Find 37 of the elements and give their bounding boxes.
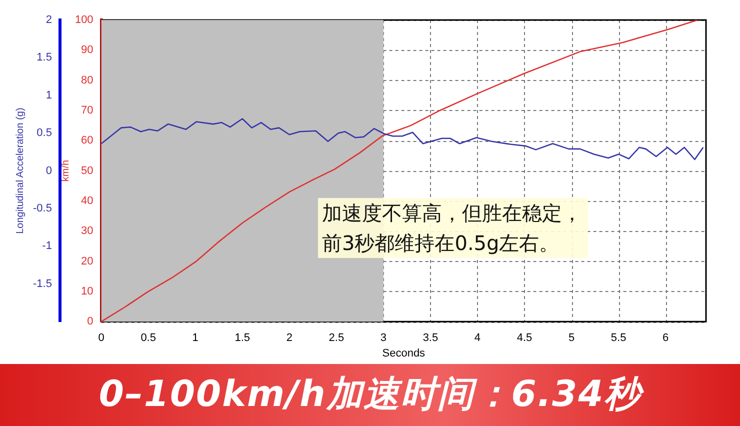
x-tick-label: 3 [380, 332, 386, 344]
y-tick-label: 1.5 [36, 52, 52, 64]
x-tick-label: 5 [568, 332, 575, 344]
y2-tick-label: 50 [81, 164, 94, 177]
y-tick-label: 2 [46, 14, 52, 26]
y-tick-label: 0 [46, 164, 52, 177]
x-tick-label: 1.5 [234, 332, 250, 344]
y2-tick-label: 10 [81, 285, 94, 298]
y2-tick-label: 40 [81, 194, 94, 207]
y2-tick-label: 70 [81, 104, 94, 117]
x-tick-label: 1 [192, 332, 198, 344]
x-tick-label: 0 [98, 332, 104, 344]
x-tick-label: 5.5 [610, 332, 626, 344]
y2-tick-label: 30 [81, 225, 94, 238]
y-tick-label: 1 [46, 89, 52, 102]
annotation: 加速度不算高，但胜在稳定，前3秒都维持在0.5g左右。 [318, 198, 588, 258]
x-tick-label: 2.5 [328, 332, 344, 344]
x-tick-label: 2 [286, 332, 292, 344]
y-tick-label: -0.5 [32, 202, 52, 215]
y2-tick-label: 20 [81, 255, 94, 268]
x-axis-title: Seconds [382, 347, 426, 360]
y-tick-label: 0.5 [36, 127, 52, 140]
y-tick-label: -1 [42, 240, 52, 252]
y-axis-title: Longitudinal Acceleration (g) [14, 108, 26, 234]
x-tick-label: 4.5 [516, 332, 532, 344]
x-tick-label: 0.5 [140, 332, 156, 344]
y2-axis-title: km/h [60, 160, 72, 182]
y-tick-label: -1.5 [32, 278, 52, 290]
x-tick-label: 6 [662, 332, 669, 344]
x-tick-label: 3.5 [422, 332, 438, 344]
y2-tick-label: 80 [81, 74, 94, 86]
y2-tick-label: 60 [81, 134, 94, 147]
x-tick-label: 4 [474, 332, 481, 344]
y2-tick-label: 90 [81, 44, 94, 56]
y2-tick-label: 0 [87, 316, 94, 328]
y2-tick-label: 100 [74, 14, 94, 26]
text: 0–100km/h加速时间：6.34秒 [0, 364, 740, 426]
